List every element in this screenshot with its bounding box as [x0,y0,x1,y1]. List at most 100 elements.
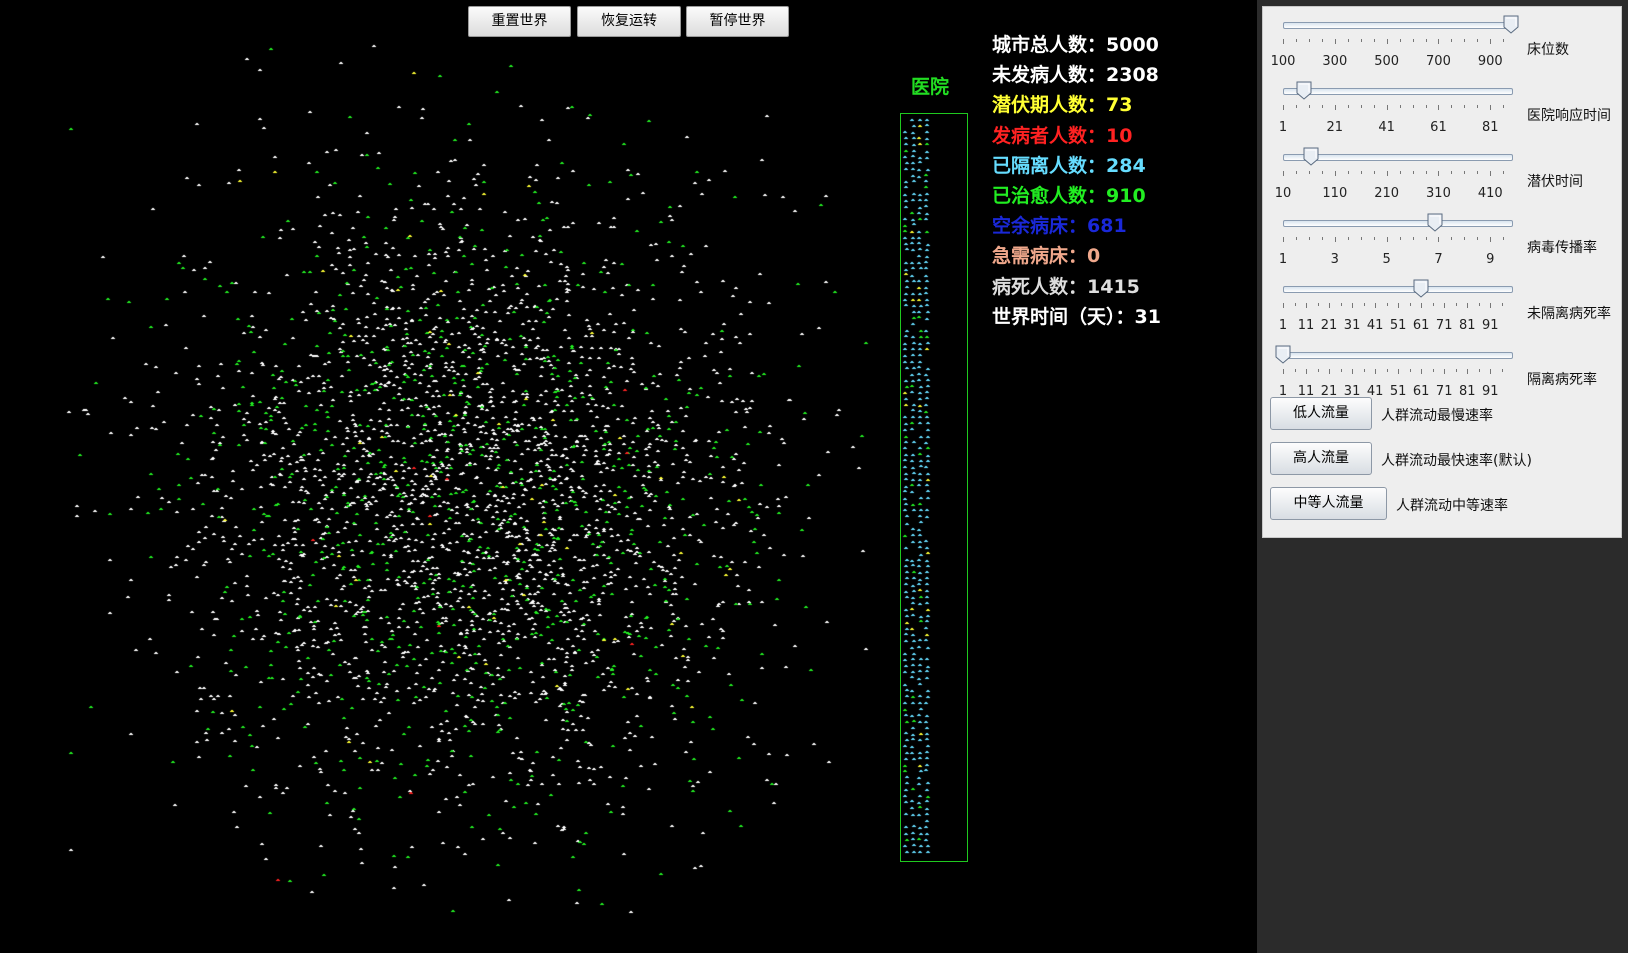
slider-tick-mark [1317,303,1319,306]
slider-label: 病毒传播率 [1527,240,1597,256]
resume-button[interactable]: 恢复运转 [577,6,681,37]
slider-5[interactable]: 1 11 21 31 41 51 61 71 81 91 未隔离病死率 [1263,279,1623,343]
slider-track[interactable] [1283,154,1513,161]
stat-row: 急需病床：0 [992,241,1100,268]
slider-2[interactable]: 1 21 41 61 81 医院响应时间 [1263,81,1623,145]
slider-tick-mark [1294,303,1296,306]
stat-row: 病死人数：1415 [992,272,1140,299]
slider-tick-mark [1501,303,1503,306]
flow-button-description: 人群流动最快速率(默认) [1381,453,1532,469]
slider-tick-label: 81 [1458,318,1476,333]
slider-track[interactable] [1283,352,1513,359]
slider-tick-label: 61 [1430,120,1447,135]
slider-tick-label: 81 [1481,120,1499,135]
slider-tick-mark [1490,237,1492,242]
slider-tick-mark [1477,171,1479,174]
slider-tick-label: 71 [1435,318,1453,333]
slider-tick-mark [1321,39,1323,42]
slider-thumb[interactable] [1303,147,1319,166]
slider-tick-mark [1425,171,1427,174]
slider-tick-mark [1503,105,1505,108]
slider-tick-mark [1295,39,1297,42]
slider-ticks [1283,303,1511,309]
slider-tick-mark [1478,369,1480,372]
slider-tick-mark [1352,369,1354,374]
reset-world-button[interactable]: 重置世界 [468,6,571,37]
stat-row: 空余病床：681 [992,211,1127,238]
slider-tick-mark [1444,369,1446,374]
slider-tick-label: 1 [1278,384,1288,399]
slider-tick-mark [1386,369,1388,372]
stat-row: 发病者人数：10 [992,121,1132,148]
slider-1[interactable]: 100 300 500 700 900 床位数 [1263,15,1623,79]
slider-tick-label: 1 [1278,252,1288,267]
slider-tick-mark [1321,237,1323,240]
slider-tick-mark [1398,369,1400,374]
slider-4[interactable]: 1 3 5 7 9 病毒传播率 [1263,213,1623,277]
slider-tick-mark [1451,171,1453,174]
slider-tick-mark [1409,303,1411,306]
slider-tick-mark [1283,237,1284,242]
low-flow-button[interactable]: 低人流量 [1270,397,1372,430]
stat-value: 1415 [1087,275,1140,298]
stat-value: 10 [1106,124,1133,147]
slider-tick-label: 1 [1278,120,1288,135]
slider-tick-mark [1363,303,1365,306]
slider-tick-label: 41 [1366,384,1384,399]
slider-track[interactable] [1283,22,1513,29]
slider-tick-mark [1467,369,1469,374]
high-flow-button[interactable]: 高人流量 [1270,442,1372,475]
slider-tick-mark [1490,105,1492,110]
slider-tick-mark [1399,39,1401,42]
slider-thumb[interactable] [1275,345,1291,364]
slider-tick-mark [1464,171,1466,174]
slider-tick-mark [1360,39,1362,42]
slider-tick-mark [1490,39,1492,44]
pause-world-button[interactable]: 暂停世界 [686,6,789,37]
slider-tick-mark [1347,105,1349,108]
slider-6[interactable]: 1 11 21 31 41 51 61 71 81 91 隔离病死率 [1263,345,1623,409]
slider-thumb[interactable] [1413,279,1429,298]
stat-label: 已治愈人数： [992,185,1107,207]
slider-thumb[interactable] [1503,15,1519,34]
stat-row: 世界时间（天）：31 [992,302,1161,329]
slider-tick-mark [1308,39,1310,42]
slider-thumb[interactable] [1296,81,1312,100]
slider-ticks [1283,237,1511,243]
slider-tick-mark [1352,303,1354,308]
slider-tick-mark [1386,39,1388,44]
flow-button-description: 人群流动最慢速率 [1381,408,1493,424]
slider-tick-label: 71 [1435,384,1453,399]
slider-tick-mark [1334,105,1336,110]
slider-tick-label: 61 [1412,384,1430,399]
slider-tick-mark [1283,39,1284,44]
slider-tick-label: 9 [1486,252,1495,267]
slider-tick-mark [1373,237,1375,240]
hospital-label: 医院 [911,76,950,98]
slider-thumb[interactable] [1427,213,1443,232]
slider-tick-label: 500 [1374,54,1400,69]
slider-tick-mark [1438,39,1440,44]
slider-track[interactable] [1283,286,1513,293]
slider-tick-label: 91 [1481,384,1499,399]
slider-track[interactable] [1283,88,1513,95]
slider-tick-mark [1375,369,1377,374]
medium-flow-button[interactable]: 中等人流量 [1270,487,1387,520]
stat-row: 已隔离人数：284 [992,151,1146,178]
slider-track[interactable] [1283,220,1513,227]
stat-value: 284 [1106,154,1146,177]
slider-tick-label: 31 [1343,318,1361,333]
slider-tick-label: 21 [1326,120,1344,135]
slider-tick-mark [1295,171,1297,174]
slider-tick-mark [1363,369,1365,372]
slider-tick-mark [1398,303,1400,308]
slider-tick-mark [1455,303,1457,306]
slider-tick-mark [1412,171,1414,174]
stat-label: 城市总人数： [992,34,1107,56]
slider-tick-mark [1432,303,1434,306]
stat-value: 0 [1087,245,1101,268]
slider-tick-mark [1490,369,1492,374]
slider-label: 医院响应时间 [1527,108,1611,124]
stat-value: 910 [1106,185,1146,207]
